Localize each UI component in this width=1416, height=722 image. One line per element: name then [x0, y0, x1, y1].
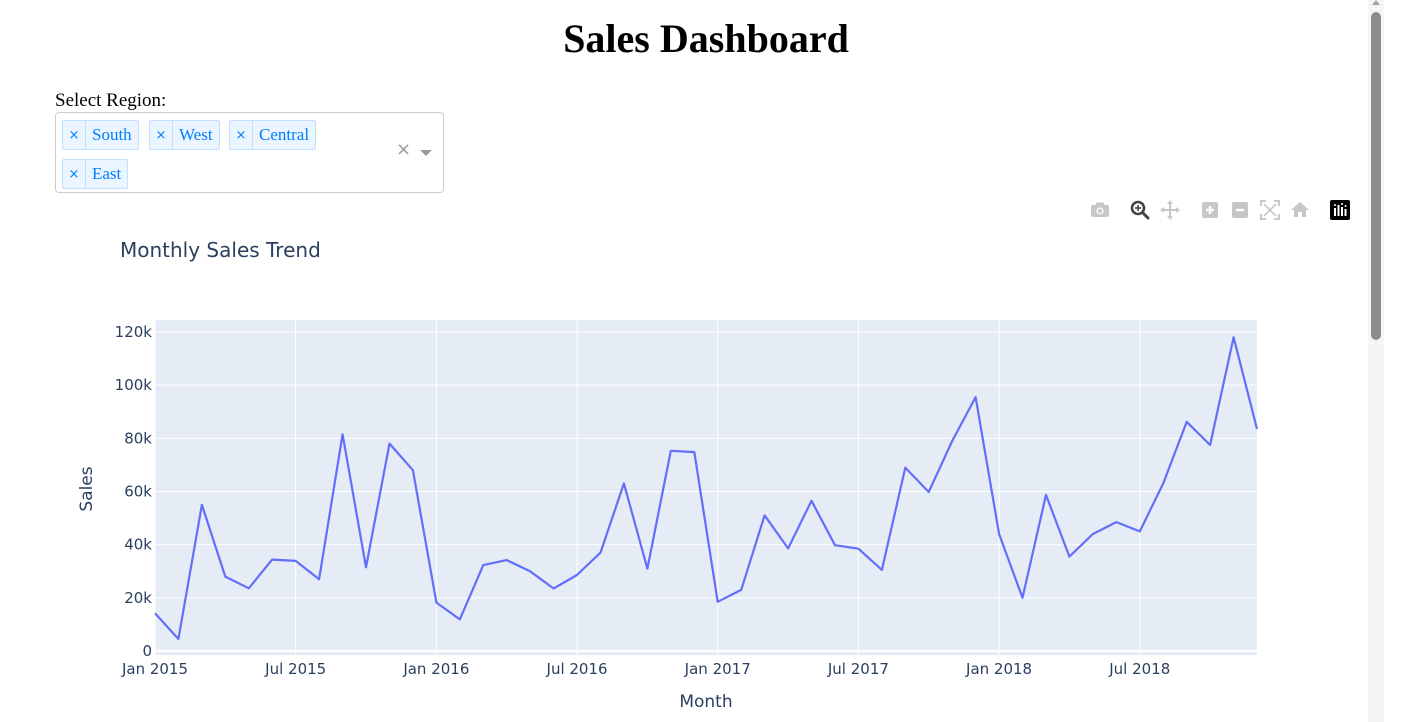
region-chip-east: × East	[62, 159, 129, 189]
x-tick-label: Jan 2015	[121, 660, 188, 678]
x-axis-label: Month	[679, 692, 732, 712]
x-tick-label: Jul 2018	[1108, 660, 1170, 678]
scroll-up-icon[interactable]	[1372, 0, 1380, 5]
y-tick-label: 0	[142, 642, 152, 660]
reset-axes-icon[interactable]	[1288, 198, 1312, 222]
scrollbar-thumb[interactable]	[1371, 12, 1381, 340]
zoom-in-icon[interactable]	[1198, 198, 1222, 222]
chevron-down-icon[interactable]	[420, 150, 432, 156]
camera-icon[interactable]	[1088, 198, 1112, 222]
x-tick-label: Jan 2018	[965, 660, 1032, 678]
clear-all-icon[interactable]: ×	[396, 139, 412, 160]
x-tick-label: Jan 2016	[402, 660, 469, 678]
region-multiselect[interactable]: × South × West × Central × East ×	[55, 112, 444, 193]
x-tick-label: Jan 2017	[684, 660, 751, 678]
region-chip-south: × South	[62, 120, 139, 150]
plotly-logo-icon[interactable]	[1328, 198, 1352, 222]
x-tick-labels: Jan 2015 Jul 2015 Jan 2016 Jul 2016 Jan 2017…	[121, 660, 1170, 678]
region-chip-label: East	[92, 164, 122, 183]
y-tick-label: 40k	[124, 536, 152, 554]
zoom-icon[interactable]	[1128, 198, 1152, 222]
region-filter-label: Select Region:	[55, 90, 167, 111]
y-tick-label: 80k	[124, 429, 152, 447]
y-tick-label: 120k	[115, 323, 153, 341]
x-tick-label: Jul 2015	[264, 660, 326, 678]
region-chip-label: South	[92, 125, 132, 144]
remove-central-icon[interactable]: ×	[230, 121, 253, 149]
y-tick-label: 60k	[124, 482, 152, 500]
page-scrollbar[interactable]	[1368, 0, 1384, 722]
plot-area[interactable]	[155, 320, 1257, 655]
x-tick-label: Jul 2017	[827, 660, 889, 678]
pan-icon[interactable]	[1158, 198, 1182, 222]
y-gridlines	[155, 331, 1257, 653]
y-tick-labels: 0 20k 40k 60k 80k 100k 120k	[115, 323, 153, 660]
sales-line-chart[interactable]: Monthly Sales Trend 0 20k 40k 60k 80k 100k 120…	[0, 225, 1366, 722]
remove-south-icon[interactable]: ×	[63, 121, 86, 149]
x-gridlines	[154, 320, 1141, 655]
region-chip-west: × West	[149, 120, 220, 150]
chart-title: Monthly Sales Trend	[120, 238, 321, 262]
y-axis-label: Sales	[77, 466, 97, 511]
region-chip-label: Central	[259, 125, 310, 144]
zoom-out-icon[interactable]	[1228, 198, 1252, 222]
autoscale-icon[interactable]	[1258, 198, 1282, 222]
remove-east-icon[interactable]: ×	[63, 160, 86, 188]
region-chip-label: West	[179, 125, 213, 144]
page-title: Sales Dashboard	[563, 16, 849, 61]
region-chip-central: × Central	[229, 120, 317, 150]
y-tick-label: 100k	[115, 376, 153, 394]
remove-west-icon[interactable]: ×	[150, 121, 173, 149]
series-line	[154, 336, 1259, 641]
x-tick-label: Jul 2016	[546, 660, 608, 678]
y-tick-label: 20k	[124, 589, 152, 607]
